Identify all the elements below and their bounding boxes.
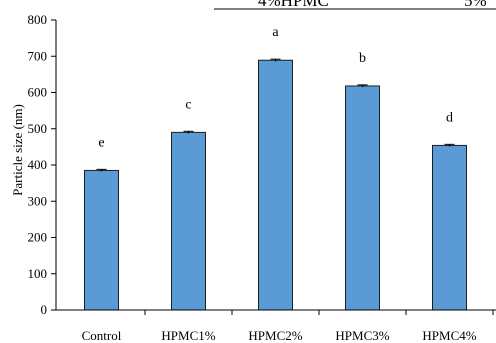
y-tick-label: 600: [28, 85, 48, 100]
y-tick-label: 100: [28, 266, 48, 281]
bar: [258, 59, 293, 311]
bar: [345, 85, 380, 311]
significance-letter: d: [446, 110, 453, 125]
significance-letter: b: [359, 51, 366, 66]
top-fragment-right-text: 5%: [464, 0, 487, 10]
y-tick-label: 700: [28, 48, 48, 63]
significance-letter: e: [98, 135, 104, 150]
x-category-label: HPMC1%: [161, 328, 215, 343]
y-tick-label: 300: [28, 193, 48, 208]
x-category-label: HPMC3%: [335, 328, 389, 343]
x-category-label: HPMC2%: [248, 328, 302, 343]
top-fragment-left-text: 4%HPMC: [258, 0, 329, 10]
y-axis-ticks: 0 100 200 300 400 500 600 700 800: [28, 12, 56, 317]
y-tick-label: 400: [28, 157, 48, 172]
y-axis-title: Particle size (nm): [10, 104, 25, 196]
x-category-label: Control: [82, 328, 122, 343]
bar: [171, 131, 206, 311]
y-tick-label: 800: [28, 12, 48, 27]
top-table-fragment: 4%HPMC 5%: [214, 0, 496, 10]
bar: [84, 169, 119, 311]
y-tick-label: 200: [28, 230, 48, 245]
y-tick-label: 500: [28, 121, 48, 136]
y-tick-label: 0: [41, 302, 48, 317]
x-category-label: HPMC4%: [422, 328, 476, 343]
x-axis-labels: Control HPMC1% HPMC2% HPMC3% HPMC4%: [82, 310, 494, 343]
significance-letter: a: [272, 25, 279, 40]
significance-letter: c: [185, 97, 191, 112]
bars-group: e c a b d: [84, 25, 467, 311]
bar: [432, 144, 467, 311]
